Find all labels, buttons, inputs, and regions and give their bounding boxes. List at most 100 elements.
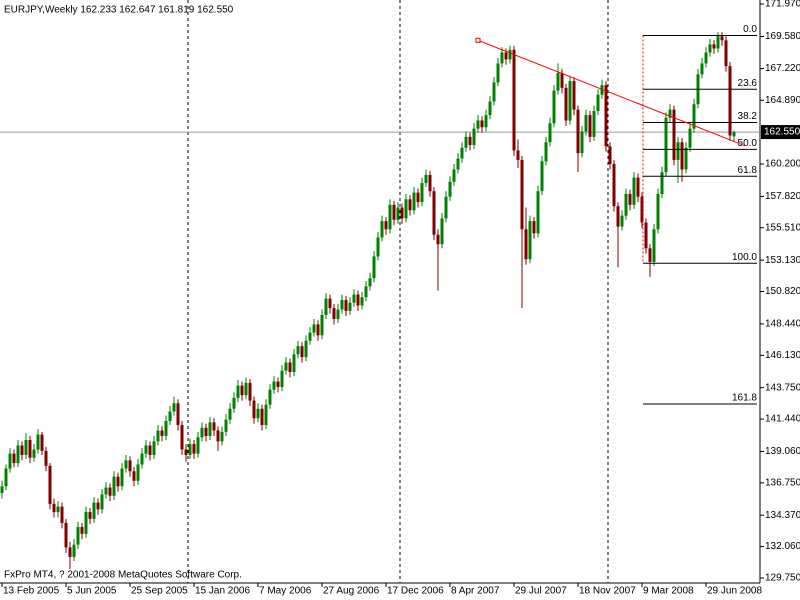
candle-body: [184, 449, 188, 455]
candle-body: [88, 512, 92, 519]
candle-body: [540, 161, 544, 192]
candle-body: [732, 132, 736, 137]
candle-body: [680, 142, 684, 170]
candle-body: [112, 476, 116, 496]
candle-body: [588, 115, 592, 137]
candle-body: [8, 453, 12, 469]
candle-body: [532, 221, 536, 234]
x-tick-label: 18 Nov 2007: [579, 586, 636, 597]
y-tick-label: 171.970: [765, 0, 800, 10]
fibo-label: 38.2: [738, 111, 758, 122]
candle-body: [176, 403, 180, 426]
candle-body: [292, 354, 296, 373]
candle-body: [348, 302, 352, 311]
fibo-label: 61.8: [738, 165, 758, 176]
candle-body: [240, 385, 244, 396]
candle-body: [368, 278, 372, 287]
candle-body: [668, 109, 672, 118]
candle-body: [100, 494, 104, 510]
x-tick-label: 29 Jul 2007: [515, 586, 567, 597]
candle-body: [516, 150, 520, 160]
candle-body: [200, 427, 204, 438]
candle-body: [600, 85, 604, 95]
candle-body: [420, 183, 424, 203]
chart-title: EURJPY,Weekly 162.233 162.647 161.819 16…: [4, 5, 234, 16]
candle-body: [296, 346, 300, 355]
candle-body: [104, 487, 108, 495]
candle-body: [624, 193, 628, 216]
candle-body: [180, 425, 184, 450]
candle-body: [708, 44, 712, 53]
candle-body: [440, 218, 444, 245]
y-tick-label: 143.750: [765, 382, 800, 393]
period-separators: [187, 0, 609, 583]
candle-body: [120, 468, 124, 487]
candle-body: [384, 221, 388, 230]
y-tick-label: 169.580: [765, 31, 800, 42]
candle-body: [456, 158, 460, 170]
candle-body: [604, 85, 608, 147]
candle-body: [356, 294, 360, 306]
candle-body: [256, 408, 260, 419]
y-tick-label: 167.220: [765, 63, 800, 74]
candle-body: [232, 397, 236, 409]
candle-body: [260, 408, 264, 426]
candle-body: [432, 191, 436, 235]
candle-body: [12, 453, 16, 464]
candle-body: [672, 109, 676, 160]
candle-body: [352, 294, 356, 303]
candle-body: [116, 476, 120, 487]
candle-body: [444, 196, 448, 219]
candle-body: [504, 52, 508, 60]
candle-body: [400, 207, 404, 219]
candle-body: [524, 229, 528, 260]
candle-body: [96, 502, 100, 510]
y-tick-label: 150.820: [765, 286, 800, 297]
candle-body: [580, 131, 584, 154]
candle-body: [284, 362, 288, 371]
candle-body: [720, 36, 724, 41]
candle-body: [36, 434, 40, 450]
candle-body: [372, 256, 376, 279]
candle-body: [488, 101, 492, 116]
candle-body: [252, 400, 256, 419]
candle-body: [424, 174, 428, 184]
candle-body: [56, 506, 60, 513]
candle-body: [108, 487, 112, 496]
candle-body: [448, 181, 452, 197]
candle-body: [568, 81, 572, 121]
candle-body: [264, 404, 268, 426]
x-tick-label: 13 Feb 2005: [3, 586, 60, 597]
candle-body: [164, 420, 168, 436]
candle-body: [40, 434, 44, 451]
fibo-label: 50.0: [738, 138, 758, 149]
y-tick-label: 157.820: [765, 191, 800, 202]
candle-body: [416, 192, 420, 203]
y-tick-label: 148.440: [765, 319, 800, 330]
x-tick-label: 8 Apr 2007: [451, 586, 500, 597]
candle-body: [24, 440, 28, 455]
candle-body: [236, 385, 240, 398]
candle-body: [76, 527, 80, 545]
candle-body: [608, 146, 612, 165]
candle-body: [280, 370, 284, 387]
y-tick-label: 146.130: [765, 350, 800, 361]
candle-body: [328, 298, 332, 309]
candle-body: [20, 445, 24, 455]
candle-body: [684, 147, 688, 170]
candle-body: [388, 204, 392, 230]
candle-body: [156, 430, 160, 442]
x-tick-label: 25 Sep 2005: [131, 586, 188, 597]
candle-body: [224, 419, 228, 432]
candle-body: [396, 207, 400, 220]
candle-body: [620, 215, 624, 227]
y-tick-label: 129.750: [765, 573, 800, 584]
candle-body: [676, 142, 680, 160]
candle-body: [376, 237, 380, 257]
y-tick-label: 155.510: [765, 222, 800, 233]
candle-body: [68, 547, 72, 557]
candle-body: [656, 193, 660, 230]
candle-body: [128, 460, 132, 472]
y-tick-label: 134.370: [765, 510, 800, 521]
